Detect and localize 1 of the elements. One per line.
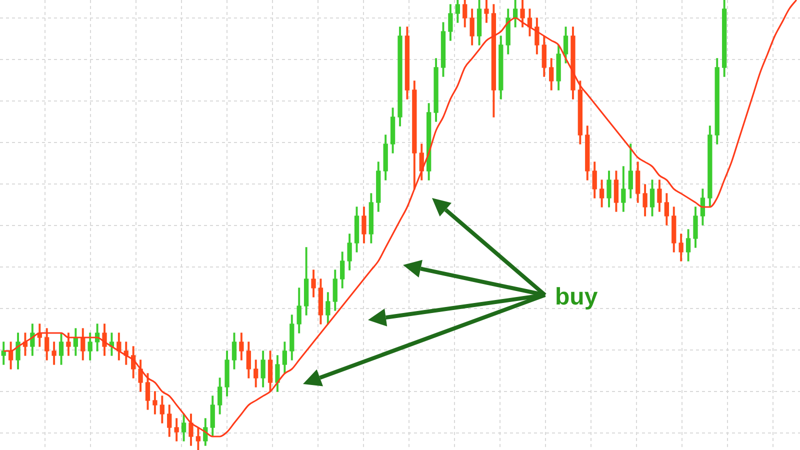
annotation: buy bbox=[555, 284, 598, 311]
